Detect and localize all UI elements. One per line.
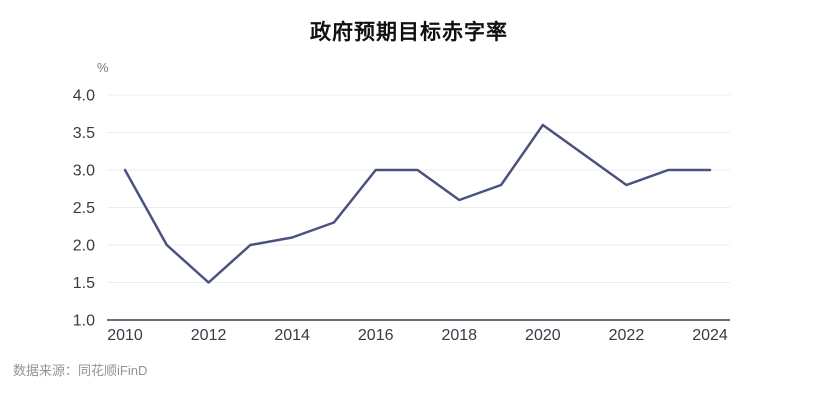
y-tick-label: 3.5 xyxy=(73,125,95,142)
y-tick-label: 2.5 xyxy=(73,200,95,217)
x-tick-label: 2022 xyxy=(609,327,645,344)
y-axis-unit-label: % xyxy=(97,60,109,75)
y-tick-label: 4.0 xyxy=(73,88,95,105)
x-tick-label: 2012 xyxy=(191,327,227,344)
x-tick-label: 2018 xyxy=(441,327,477,344)
x-tick-label: 2020 xyxy=(525,327,561,344)
data-source-label: 数据来源：同花顺iFinD xyxy=(13,363,148,378)
y-tick-label: 3.0 xyxy=(73,163,95,180)
x-tick-label: 2010 xyxy=(107,327,143,344)
x-tick-label: 2016 xyxy=(358,327,394,344)
y-tick-label: 1.0 xyxy=(73,313,95,330)
x-tick-label: 2024 xyxy=(692,327,728,344)
data-line xyxy=(123,123,712,284)
chart-title: 政府预期目标赤字率 xyxy=(310,21,508,44)
x-tick-label: 2014 xyxy=(274,327,310,344)
y-tick-label: 1.5 xyxy=(73,275,95,292)
y-tick-label: 2.0 xyxy=(73,238,95,255)
